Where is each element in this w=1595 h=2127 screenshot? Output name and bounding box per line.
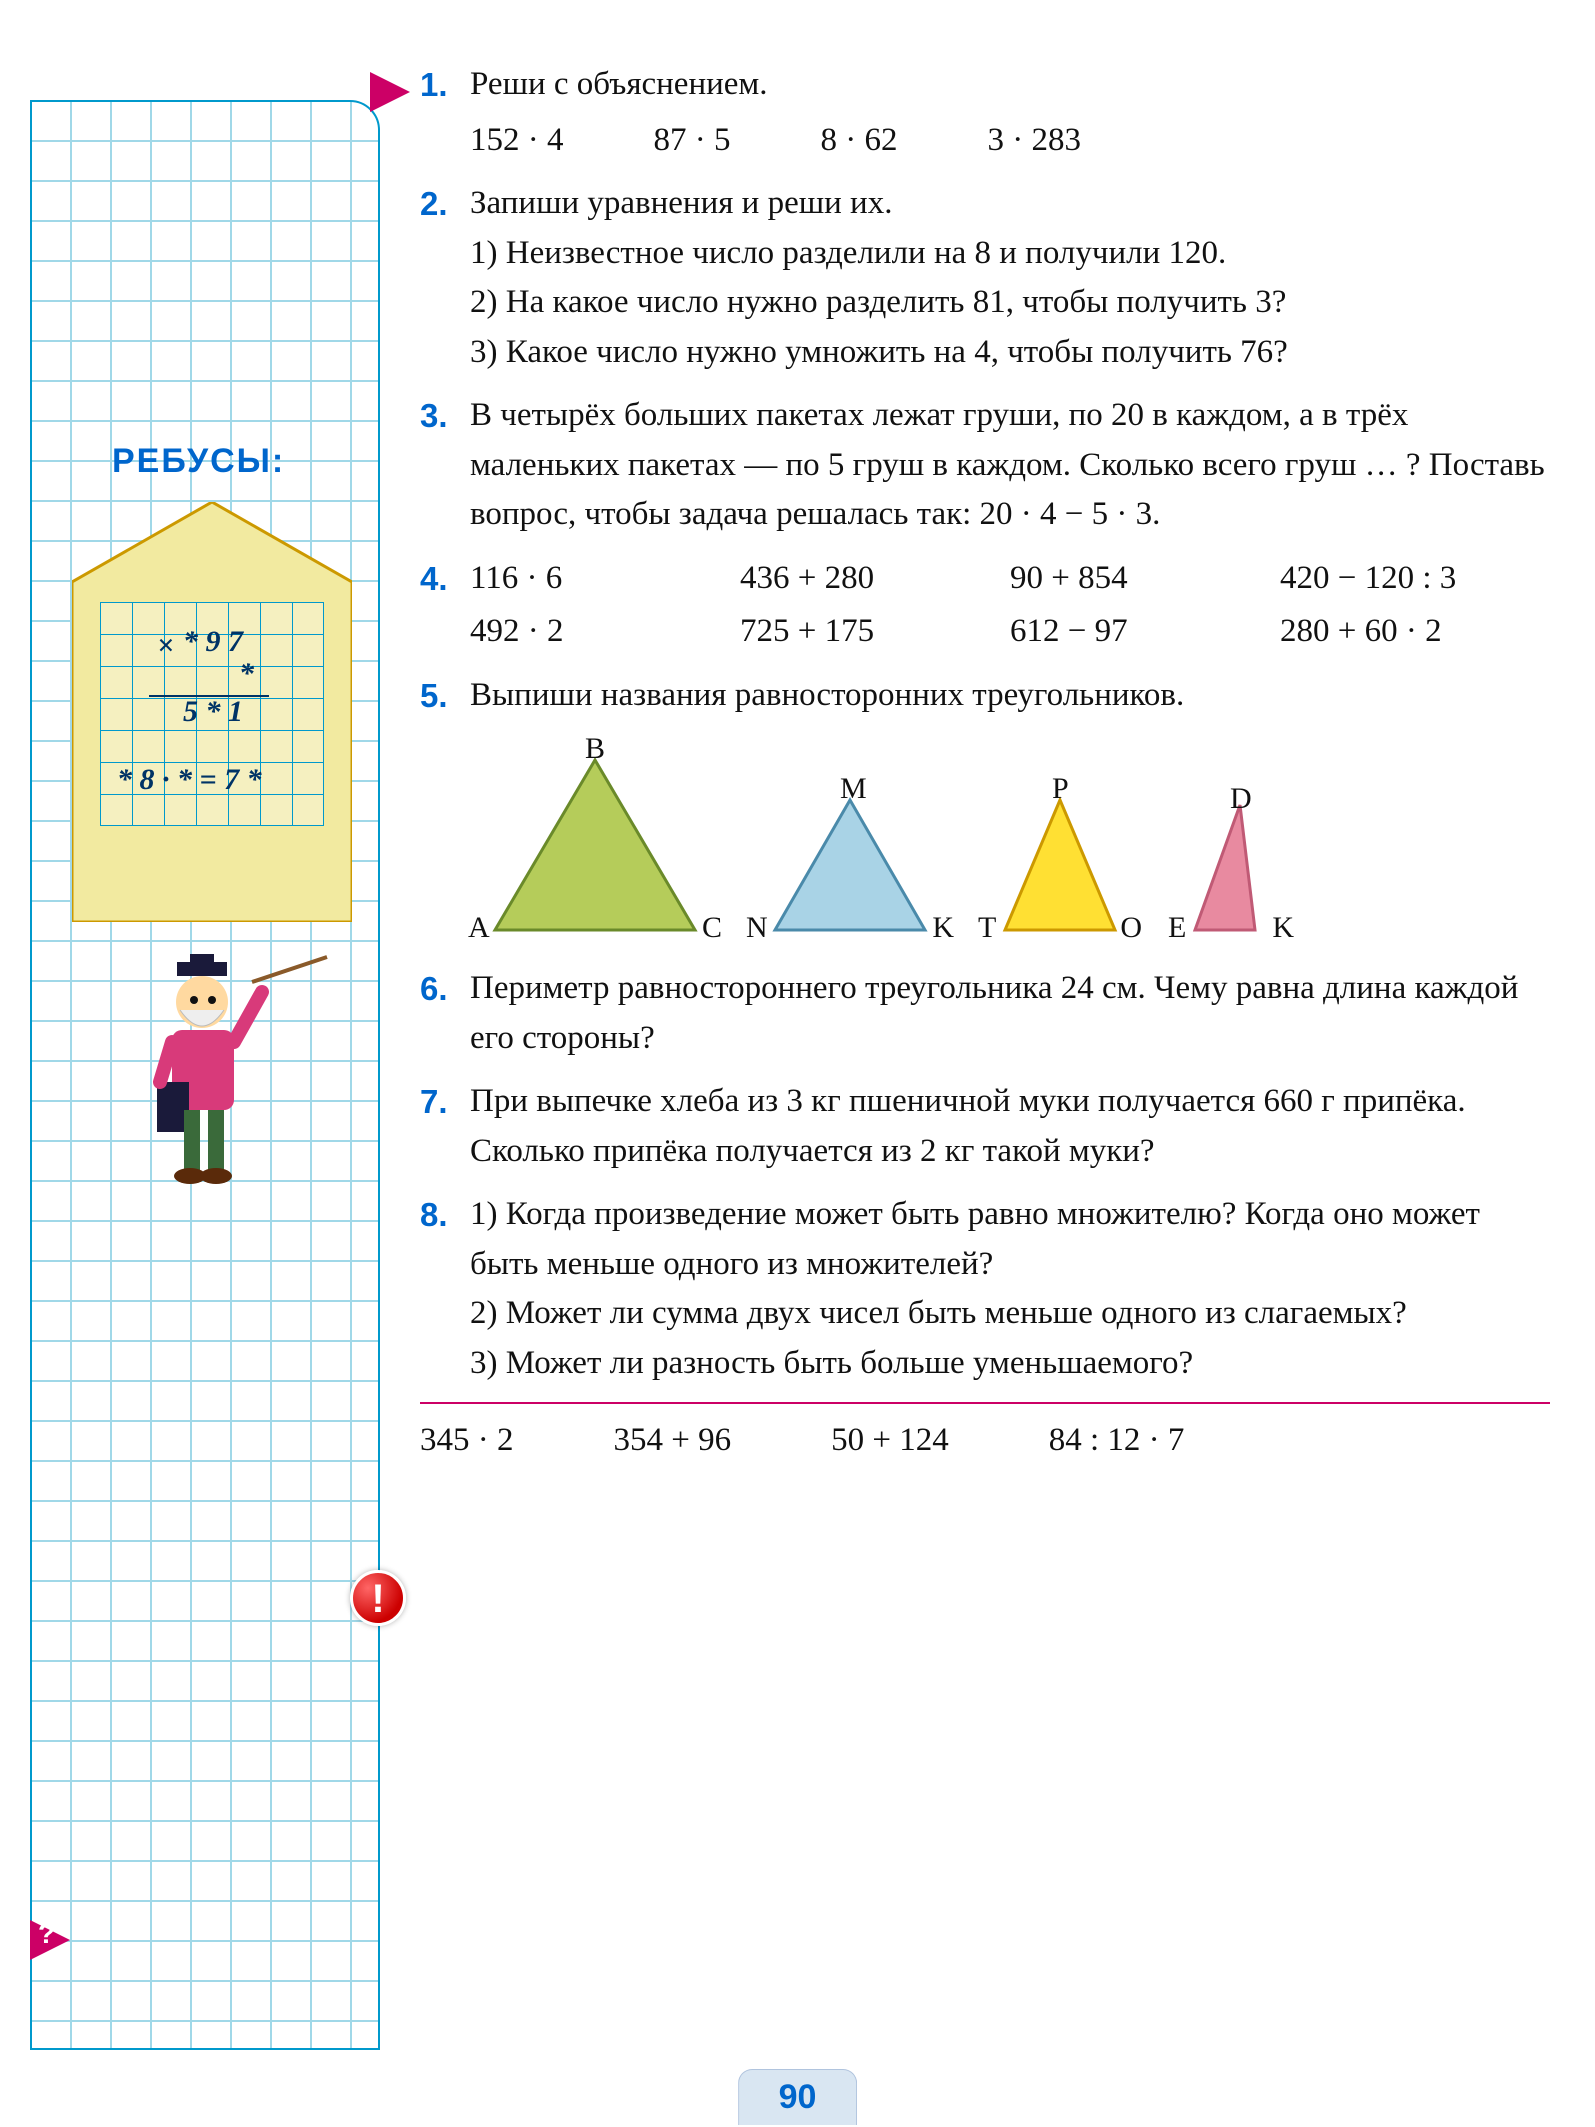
expr: 725 + 175 <box>740 607 1010 657</box>
rebus-l3: 5 * 1 <box>183 695 243 729</box>
task-text: Реши с объяснением. <box>470 60 1550 110</box>
question-mark: ? <box>38 1918 55 1950</box>
task-sub: 3) Может ли разность быть больше уменьша… <box>470 1339 1550 1389</box>
task-sub: 1) Неизвестное число разделили на 8 и по… <box>470 229 1550 279</box>
tri-vertex: B <box>585 726 605 771</box>
content-column: 1. Реши с объяснением. 152 · 4 87 · 5 8 … <box>420 60 1550 1466</box>
tri-vertex: M <box>840 766 867 811</box>
tri-vertex: K <box>932 905 954 950</box>
task-text: Периметр равностороннего треугольника 24… <box>470 964 1550 1063</box>
expr: 90 + 854 <box>1010 554 1280 604</box>
rebus-op: × <box>157 629 174 663</box>
expr: 84 : 12 · 7 <box>1049 1416 1185 1466</box>
tri-vertex: E <box>1168 905 1186 950</box>
task-text: Запиши уравнения и реши их. <box>470 179 1550 229</box>
task-sub: 3) Какое число нужно умножить на 4, чтоб… <box>470 328 1550 378</box>
task-sub: 1) Когда произведение может быть равно м… <box>470 1190 1550 1289</box>
expr: 612 − 97 <box>1010 607 1280 657</box>
page-number: 90 <box>738 2069 858 2125</box>
task-sub: 2) Может ли сумма двух чисел быть меньше… <box>470 1289 1550 1339</box>
task-num: 1. <box>420 60 470 165</box>
expr: 420 − 120 : 3 <box>1280 554 1550 604</box>
expr: 492 · 2 <box>470 607 740 657</box>
expr: 8 · 62 <box>821 116 898 166</box>
task-5: 5. Выпиши названия равносторонних треуго… <box>420 671 1550 951</box>
triangles-row: B A C M N K <box>480 740 1550 940</box>
task-3: 3. В четырёх больших пакетах лежат груши… <box>420 391 1550 540</box>
footer-exercises: 345 · 2 354 + 96 50 + 124 84 : 12 · 7 <box>420 1402 1550 1466</box>
rebus-title: РЕБУСЫ: <box>112 442 285 481</box>
task-6: 6. Периметр равностороннего треугольника… <box>420 964 1550 1063</box>
tri-vertex: K <box>1272 905 1294 950</box>
task-num: 7. <box>420 1077 470 1176</box>
task-num: 6. <box>420 964 470 1063</box>
expr: 152 · 4 <box>470 116 564 166</box>
expr: 116 · 6 <box>470 554 740 604</box>
task-num: 8. <box>420 1190 470 1388</box>
rebus-box: × * 9 7 * 5 * 1 * 8 · * = 7 * <box>72 502 352 922</box>
tri-vertex: A <box>468 905 490 950</box>
rebus-grid: × * 9 7 * 5 * 1 * 8 · * = 7 * <box>100 602 324 826</box>
tri-vertex: C <box>702 905 722 950</box>
tri-vertex: T <box>978 905 996 950</box>
tri-vertex: N <box>746 905 768 950</box>
task-num: 4. <box>420 554 470 657</box>
expr: 50 + 124 <box>831 1416 949 1466</box>
task-num: 5. <box>420 671 470 951</box>
expr: 3 · 283 <box>988 116 1082 166</box>
expr: 345 · 2 <box>420 1416 514 1466</box>
task-marker-icon <box>370 72 410 112</box>
task-8: 8. 1) Когда произведение может быть равн… <box>420 1190 1550 1388</box>
task-1: 1. Реши с объяснением. 152 · 4 87 · 5 8 … <box>420 60 1550 165</box>
task-7: 7. При выпечке хлеба из 3 кг пшеничной м… <box>420 1077 1550 1176</box>
task-sub: 2) На какое число нужно разделить 81, чт… <box>470 278 1550 328</box>
task-text: В четырёх больших пакетах лежат груши, п… <box>470 391 1550 540</box>
rebus-l2: * <box>239 657 254 691</box>
task-text: При выпечке хлеба из 3 кг пшеничной муки… <box>470 1077 1550 1176</box>
rebus-l4: * 8 · * = 7 * <box>117 763 262 797</box>
expr: 87 · 5 <box>654 116 731 166</box>
task-text: Выпиши названия равносторонних треугольн… <box>470 671 1550 721</box>
expr: 436 + 280 <box>740 554 1010 604</box>
rebus-l1: * 9 7 <box>183 625 243 659</box>
task-2: 2. Запиши уравнения и реши их. 1) Неизве… <box>420 179 1550 377</box>
task-num: 2. <box>420 179 470 377</box>
task-num: 3. <box>420 391 470 540</box>
expr: 354 + 96 <box>614 1416 732 1466</box>
tri-vertex: P <box>1052 766 1069 811</box>
tri-vertex: D <box>1230 776 1252 821</box>
teacher-illustration <box>112 952 332 1212</box>
important-icon: ! <box>350 1570 406 1626</box>
sidebar-grid: РЕБУСЫ: × * 9 7 * 5 * 1 * 8 · * = 7 * <box>30 100 380 2050</box>
task-4: 4. 116 · 6 436 + 280 90 + 854 420 − 120 … <box>420 554 1550 657</box>
tri-vertex: O <box>1120 905 1142 950</box>
expr: 280 + 60 · 2 <box>1280 607 1550 657</box>
